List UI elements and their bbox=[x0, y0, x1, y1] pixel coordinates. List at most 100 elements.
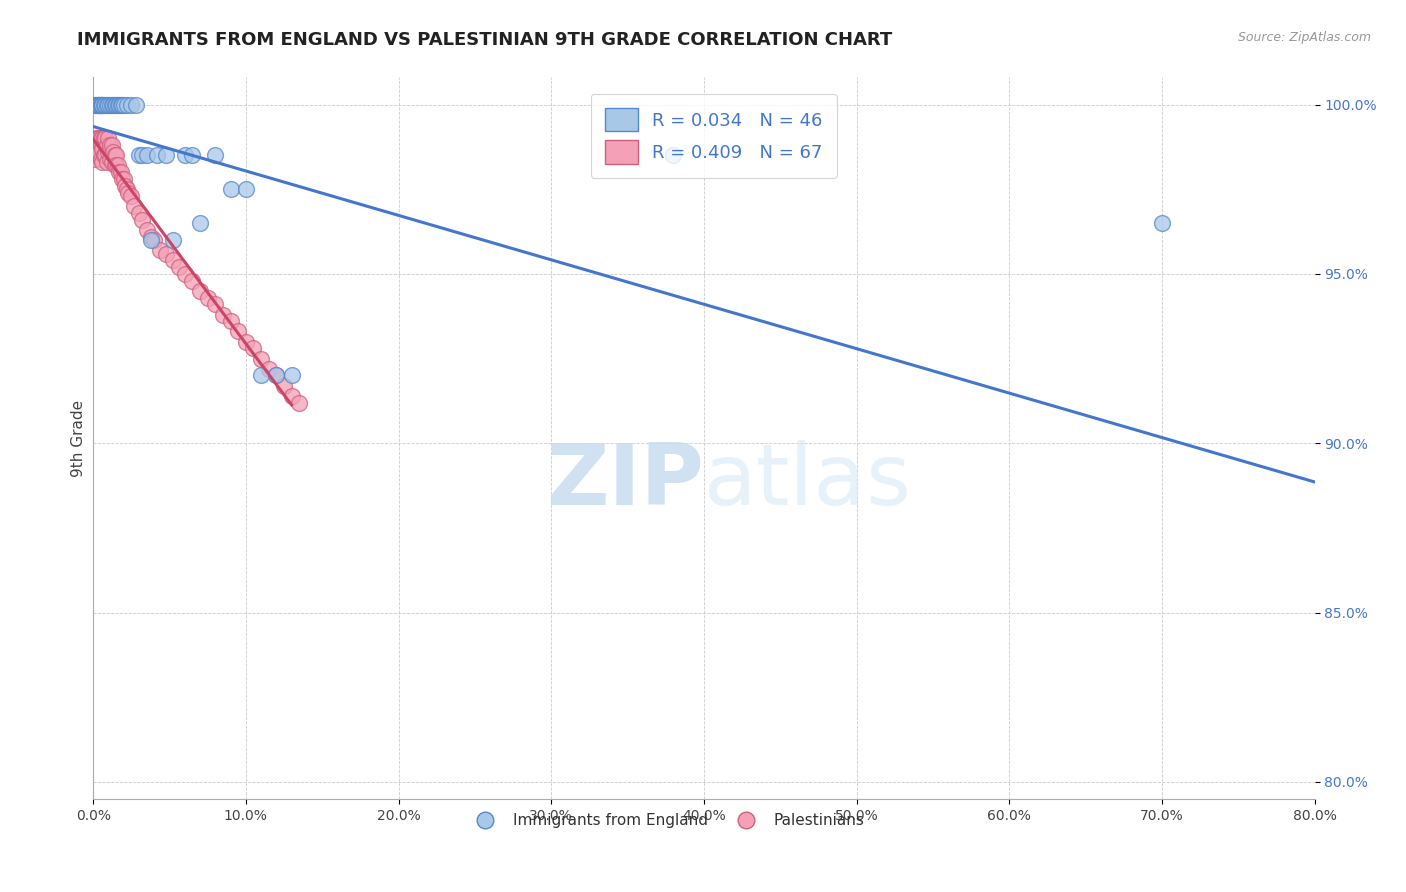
Point bbox=[96, 155, 118, 169]
Point bbox=[87, 97, 110, 112]
Point bbox=[108, 97, 131, 112]
Point bbox=[131, 148, 153, 162]
Point bbox=[90, 97, 112, 112]
Point bbox=[273, 378, 295, 392]
Point bbox=[120, 97, 142, 112]
Text: IMMIGRANTS FROM ENGLAND VS PALESTINIAN 9TH GRADE CORRELATION CHART: IMMIGRANTS FROM ENGLAND VS PALESTINIAN 9… bbox=[77, 31, 893, 49]
Point bbox=[83, 97, 105, 112]
Point bbox=[112, 172, 135, 186]
Point bbox=[91, 142, 114, 156]
Point bbox=[146, 148, 169, 162]
Point bbox=[155, 148, 177, 162]
Point bbox=[107, 159, 129, 173]
Text: Source: ZipAtlas.com: Source: ZipAtlas.com bbox=[1237, 31, 1371, 45]
Point bbox=[188, 216, 211, 230]
Point bbox=[181, 148, 204, 162]
Point bbox=[110, 97, 132, 112]
Point bbox=[100, 155, 122, 169]
Point bbox=[96, 138, 118, 153]
Point bbox=[124, 199, 146, 213]
Point bbox=[128, 206, 150, 220]
Point bbox=[662, 148, 685, 162]
Point bbox=[105, 97, 128, 112]
Point bbox=[173, 148, 195, 162]
Point bbox=[219, 182, 242, 196]
Point bbox=[162, 233, 184, 247]
Text: ZIP: ZIP bbox=[546, 440, 704, 523]
Point bbox=[87, 138, 110, 153]
Point bbox=[105, 148, 128, 162]
Point bbox=[103, 148, 125, 162]
Point bbox=[84, 97, 107, 112]
Point bbox=[135, 148, 157, 162]
Point bbox=[219, 314, 242, 328]
Point bbox=[181, 274, 204, 288]
Point bbox=[212, 308, 235, 322]
Point bbox=[97, 145, 120, 159]
Point bbox=[93, 97, 115, 112]
Point bbox=[280, 368, 302, 383]
Point bbox=[111, 172, 134, 186]
Point bbox=[280, 389, 302, 403]
Legend: Immigrants from England, Palestinians: Immigrants from England, Palestinians bbox=[464, 807, 870, 835]
Point bbox=[115, 97, 138, 112]
Point bbox=[257, 361, 280, 376]
Point bbox=[120, 189, 142, 203]
Point bbox=[155, 246, 177, 260]
Point bbox=[173, 267, 195, 281]
Point bbox=[141, 233, 163, 247]
Point bbox=[162, 253, 184, 268]
Point bbox=[188, 284, 211, 298]
Point bbox=[89, 97, 111, 112]
Point bbox=[250, 368, 273, 383]
Point bbox=[204, 148, 226, 162]
Point bbox=[94, 131, 117, 145]
Point bbox=[117, 186, 139, 200]
Point bbox=[94, 148, 117, 162]
Point bbox=[110, 165, 132, 179]
Point bbox=[266, 368, 288, 383]
Point bbox=[87, 131, 110, 145]
Point bbox=[149, 243, 172, 257]
Point bbox=[135, 223, 157, 237]
Point bbox=[100, 138, 122, 153]
Point bbox=[1150, 216, 1173, 230]
Point bbox=[96, 97, 118, 112]
Point bbox=[91, 97, 114, 112]
Point bbox=[242, 342, 264, 356]
Point bbox=[288, 395, 311, 409]
Point bbox=[143, 233, 166, 247]
Point bbox=[114, 178, 136, 193]
Point bbox=[90, 97, 112, 112]
Point bbox=[107, 97, 129, 112]
Point bbox=[98, 152, 121, 166]
Point bbox=[91, 155, 114, 169]
Point bbox=[93, 148, 115, 162]
Point bbox=[100, 97, 122, 112]
Point bbox=[250, 351, 273, 366]
Point bbox=[125, 97, 148, 112]
Point bbox=[98, 138, 121, 153]
Point bbox=[128, 148, 150, 162]
Text: atlas: atlas bbox=[704, 440, 912, 523]
Point bbox=[84, 131, 107, 145]
Point bbox=[235, 182, 257, 196]
Point bbox=[1364, 640, 1386, 654]
Point bbox=[97, 131, 120, 145]
Point bbox=[108, 165, 131, 179]
Point bbox=[167, 260, 190, 274]
Point bbox=[115, 182, 138, 196]
Point bbox=[83, 152, 105, 166]
Point bbox=[89, 97, 111, 112]
Point bbox=[101, 97, 124, 112]
Point bbox=[141, 229, 163, 244]
Point bbox=[105, 159, 128, 173]
Point bbox=[266, 368, 288, 383]
Point bbox=[226, 325, 249, 339]
Y-axis label: 9th Grade: 9th Grade bbox=[72, 400, 86, 476]
Point bbox=[90, 138, 112, 153]
Point bbox=[90, 131, 112, 145]
Point bbox=[98, 97, 121, 112]
Point bbox=[101, 145, 124, 159]
Point bbox=[204, 297, 226, 311]
